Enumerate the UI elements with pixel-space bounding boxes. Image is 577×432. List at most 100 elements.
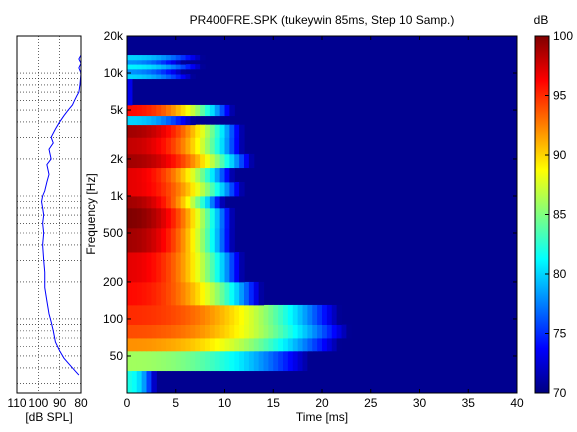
heatmap-cell: [175, 59, 182, 65]
heatmap-cell: [190, 227, 196, 253]
heatmap-cell: [205, 137, 211, 155]
heatmap-cell: [175, 115, 182, 126]
heatmap-cell: [175, 153, 182, 169]
heatmap-cell: [185, 207, 191, 229]
heatmap-cell: [224, 153, 230, 169]
heatmap-cell: [180, 338, 187, 352]
heatmap-cell: [209, 227, 216, 253]
heatmap-cell: [336, 338, 343, 352]
heatmap-cell: [244, 338, 250, 352]
heatmap-cell: [185, 167, 191, 183]
heatmap-cell: [175, 137, 182, 155]
heatmap-cell: [131, 195, 138, 209]
heatmap-cell: [224, 137, 230, 155]
heatmap-cell: [180, 252, 187, 283]
heatmap-cell: [141, 338, 148, 352]
heatmap-cell: [151, 55, 157, 61]
heatmap-cell: [131, 167, 138, 183]
heatmap-cell: [151, 115, 157, 126]
heatmap-cell: [127, 64, 133, 70]
heatmap-cell: [161, 64, 167, 70]
heatmap-cell: [195, 153, 201, 169]
heatmap-cell: [190, 124, 196, 138]
heatmap-cell: [151, 304, 157, 325]
heatmap-cell: [146, 68, 152, 75]
heatmap-cell: [166, 324, 172, 339]
heatmap-cell: [136, 124, 143, 138]
heatmap-cell: [170, 68, 177, 75]
heatmap-cell: [141, 104, 148, 117]
heatmap-cell: [141, 195, 148, 209]
heatmap-cell: [287, 304, 294, 325]
heatmap-cell: [190, 153, 196, 169]
heatmap-cell: [166, 181, 172, 197]
heatmap-cell: [205, 207, 211, 229]
heatmap-cell: [200, 207, 206, 229]
heatmap-cell: [205, 104, 211, 117]
x-axis-label: Time [ms]: [296, 410, 348, 424]
heatmap-cell: [341, 324, 347, 339]
heatmap-cell: [297, 350, 304, 372]
line-chart-frame: [16, 35, 82, 394]
y-tick-label: 1k: [110, 189, 124, 203]
heatmap-cell: [175, 195, 182, 209]
heatmap-cell: [209, 104, 216, 117]
heatmap-cell: [244, 324, 250, 339]
heatmap-cell: [219, 195, 226, 209]
heatmap-cell: [195, 64, 201, 70]
heatmap-cell: [195, 137, 201, 155]
spectrogram-heatmap: PR400FRE.SPK (tukeywin 85ms, Step 10 Sam…: [84, 13, 524, 424]
heatmap-cell: [195, 195, 201, 209]
heatmap-cell: [190, 64, 196, 70]
heatmap-cell: [127, 153, 133, 169]
heatmap-cell: [146, 304, 152, 325]
heatmap-cell: [185, 195, 191, 209]
heatmap-cell: [146, 59, 152, 65]
heatmap-cell: [185, 124, 191, 138]
heatmap-cell: [229, 153, 235, 169]
heatmap-cell: [127, 137, 133, 155]
heatmap-cell: [166, 195, 172, 209]
heatmap-cell: [170, 74, 177, 80]
heatmap-cell: [195, 124, 201, 138]
heatmap-cell: [151, 59, 157, 65]
heatmap-cell: [209, 324, 216, 339]
heatmap-cell: [205, 338, 211, 352]
heatmap-cell: [219, 153, 226, 169]
heatmap-cell: [131, 153, 138, 169]
heatmap-cell: [331, 304, 338, 325]
heatmap-cell: [170, 227, 177, 253]
heatmap-cell: [244, 153, 250, 169]
heatmap-cell: [170, 115, 177, 126]
heatmap-cell: [166, 68, 172, 75]
heatmap-cell: [127, 304, 133, 325]
heatmap-cell: [170, 252, 177, 283]
colorbar-gradient: [535, 36, 549, 393]
heatmap-cell: [239, 181, 245, 197]
y-tick-label: 20k: [104, 29, 124, 43]
heatmap-cell: [146, 153, 152, 169]
heatmap-cell: [326, 324, 333, 339]
heatmap-cell: [180, 59, 187, 65]
heatmap-cell: [190, 137, 196, 155]
heatmap-cell: [170, 207, 177, 229]
heatmap-cell: [146, 227, 152, 253]
heatmap-cell: [141, 64, 148, 70]
heatmap-cell: [234, 252, 240, 283]
heatmap-cell: [136, 227, 143, 253]
heatmap-cell: [200, 338, 206, 352]
heatmap-cell: [127, 370, 133, 393]
heatmap-cell: [224, 252, 230, 283]
heatmap-cell: [131, 64, 138, 70]
colorbar-tick-label: 85: [553, 208, 567, 222]
heatmap-cell: [136, 252, 143, 283]
heatmap-cell: [146, 370, 152, 393]
heatmap-cell: [185, 104, 191, 117]
heatmap-cell: [180, 207, 187, 229]
heatmap-cell: [151, 281, 157, 306]
heatmap-cell: [131, 181, 138, 197]
heatmap-cell: [185, 137, 191, 155]
heatmap-cell: [234, 124, 240, 138]
heatmap-cell: [127, 55, 133, 61]
heatmap-cell: [278, 350, 284, 372]
